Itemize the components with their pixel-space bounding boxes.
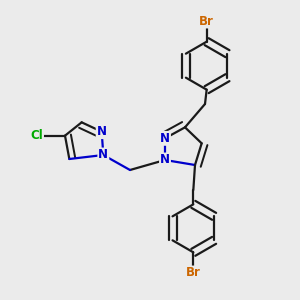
Text: Br: Br [199, 14, 214, 28]
Text: Br: Br [186, 266, 201, 280]
Text: N: N [160, 154, 170, 166]
Text: N: N [98, 148, 108, 161]
Text: Cl: Cl [30, 129, 43, 142]
Text: N: N [160, 132, 170, 145]
Text: N: N [97, 125, 107, 138]
